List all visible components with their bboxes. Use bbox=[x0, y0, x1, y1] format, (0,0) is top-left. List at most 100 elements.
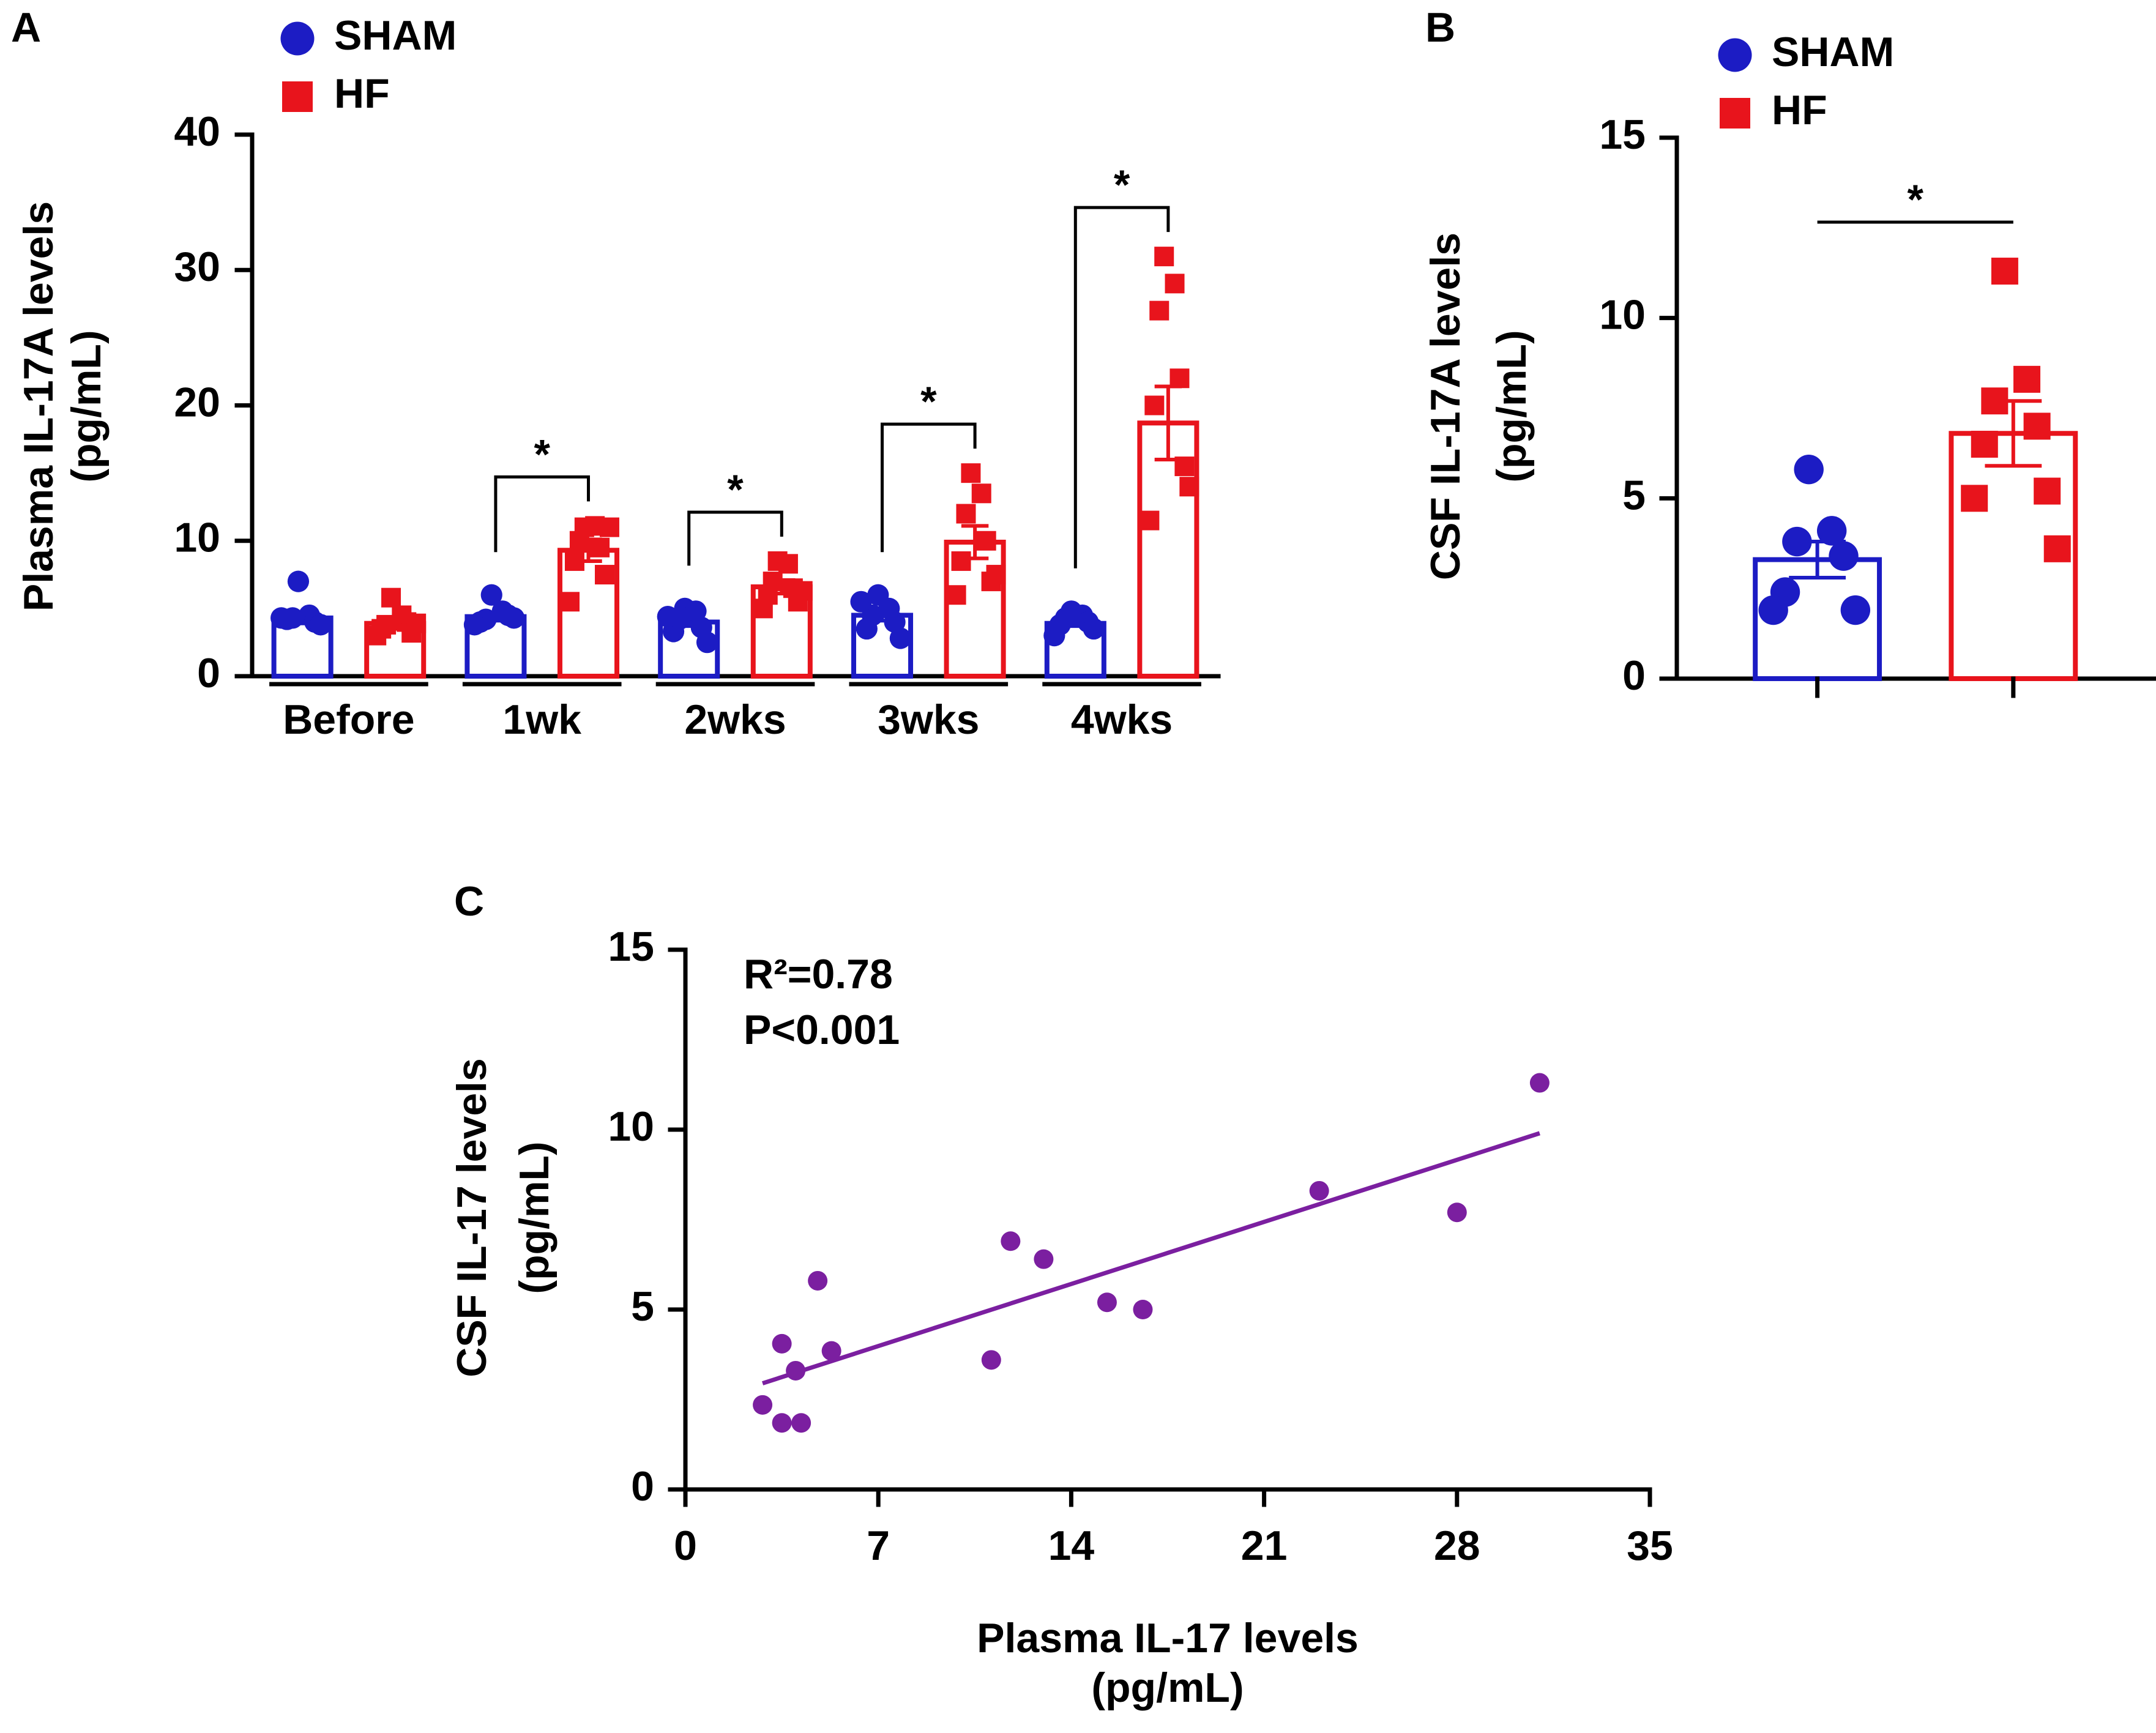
panel-letter: A bbox=[11, 4, 41, 51]
data-point bbox=[599, 517, 619, 537]
y-tick-label: 5 bbox=[631, 1283, 654, 1330]
data-point bbox=[1758, 595, 1788, 625]
x-axis-title: Plasma IL-17 levels bbox=[977, 1615, 1359, 1661]
y-tick-label: 10 bbox=[608, 1103, 654, 1150]
data-point bbox=[1840, 595, 1871, 625]
data-point bbox=[2034, 477, 2061, 505]
data-point bbox=[986, 565, 1006, 585]
data-point bbox=[856, 617, 878, 640]
data-point bbox=[772, 1413, 792, 1433]
error-bar bbox=[482, 611, 510, 623]
y-axis-title: (pg/mL) bbox=[1488, 330, 1535, 482]
significance-label: * bbox=[534, 431, 550, 477]
x-tick-label: 2wks bbox=[684, 696, 786, 743]
data-point bbox=[793, 581, 813, 601]
error-bar bbox=[381, 616, 409, 631]
error-bar bbox=[1985, 399, 2042, 468]
y-axis-title: Plasma IL-17A levels bbox=[15, 201, 62, 611]
y-tick-label: 5 bbox=[1622, 472, 1646, 518]
y-axis-title: CSF IL-17 levels bbox=[449, 1058, 495, 1377]
panel-letter: B bbox=[1425, 4, 1455, 51]
y-tick-label: 10 bbox=[174, 515, 220, 561]
data-point bbox=[270, 607, 293, 629]
data-point bbox=[791, 1413, 811, 1433]
x-tick-label: 0 bbox=[674, 1522, 697, 1569]
data-point bbox=[772, 1333, 792, 1354]
error-bar bbox=[575, 537, 602, 563]
significance-bracket bbox=[494, 475, 590, 553]
significance-label: * bbox=[1114, 162, 1130, 208]
annotation: P<0.001 bbox=[744, 1007, 900, 1053]
data-point bbox=[1083, 617, 1105, 640]
legend-marker bbox=[1718, 38, 1752, 72]
data-point bbox=[1154, 247, 1174, 267]
data-point bbox=[1829, 541, 1859, 571]
data-point bbox=[753, 598, 773, 619]
data-point bbox=[1165, 274, 1185, 294]
significance-label: * bbox=[1907, 176, 1923, 223]
data-point bbox=[696, 632, 718, 654]
data-point bbox=[1794, 454, 1824, 485]
data-point bbox=[1043, 625, 1065, 647]
data-point bbox=[1991, 258, 2018, 285]
y-tick-label: 40 bbox=[174, 108, 220, 155]
data-point bbox=[1149, 300, 1169, 321]
error-bar bbox=[288, 611, 316, 625]
data-point bbox=[503, 607, 525, 629]
legend-marker bbox=[282, 81, 313, 112]
y-axis-title: (pg/mL) bbox=[511, 1141, 558, 1294]
data-point bbox=[595, 565, 615, 585]
x-tick-label: Before bbox=[283, 696, 414, 743]
data-point bbox=[1971, 430, 1998, 458]
data-point bbox=[1133, 1300, 1153, 1319]
data-point bbox=[1961, 485, 1988, 512]
x-tick-label: 3wks bbox=[878, 696, 979, 743]
legend-label: SHAM bbox=[334, 12, 457, 59]
fit-line bbox=[762, 1131, 1540, 1385]
significance-label: * bbox=[920, 378, 937, 425]
x-tick-label: 1wk bbox=[502, 696, 581, 743]
data-point bbox=[961, 463, 981, 483]
data-point bbox=[2043, 535, 2071, 562]
data-point bbox=[971, 483, 991, 504]
x-tick-label: 4wks bbox=[1071, 696, 1173, 743]
data-point bbox=[463, 614, 486, 636]
data-point bbox=[946, 585, 966, 605]
data-point bbox=[808, 1270, 828, 1291]
data-point bbox=[1001, 1231, 1021, 1251]
data-point bbox=[1179, 477, 1199, 497]
y-tick-label: 20 bbox=[174, 379, 220, 425]
y-axis-title: (pg/mL) bbox=[63, 330, 110, 482]
y-tick-label: 10 bbox=[1599, 292, 1646, 338]
error-bar bbox=[1062, 619, 1089, 628]
data-point bbox=[976, 531, 996, 551]
error-bar bbox=[768, 578, 796, 596]
significance-label: * bbox=[727, 466, 744, 513]
legend-label: HF bbox=[1772, 87, 1827, 133]
y-tick-label: 15 bbox=[1599, 111, 1646, 158]
legend-label: SHAM bbox=[1772, 29, 1894, 75]
data-point bbox=[951, 551, 971, 571]
data-point bbox=[1097, 1292, 1117, 1313]
legend-label: HF bbox=[334, 70, 390, 117]
data-point bbox=[381, 587, 401, 608]
data-point bbox=[287, 570, 310, 592]
x-tick-label: 28 bbox=[1434, 1522, 1480, 1569]
data-point bbox=[406, 613, 427, 633]
data-point bbox=[657, 606, 679, 628]
data-point bbox=[2013, 365, 2041, 393]
x-axis-title: (pg/mL) bbox=[1091, 1664, 1244, 1711]
data-point bbox=[1034, 1249, 1054, 1269]
error-bar bbox=[675, 616, 703, 628]
y-axis-title: CSF IL-17A levels bbox=[1422, 233, 1469, 580]
data-point bbox=[2023, 412, 2051, 440]
data-point bbox=[560, 592, 580, 612]
data-point bbox=[1447, 1202, 1467, 1223]
error-bar bbox=[868, 608, 896, 623]
y-tick-label: 0 bbox=[1622, 652, 1646, 699]
data-point bbox=[821, 1341, 841, 1361]
y-tick-label: 0 bbox=[631, 1463, 654, 1510]
data-point bbox=[786, 1360, 806, 1381]
